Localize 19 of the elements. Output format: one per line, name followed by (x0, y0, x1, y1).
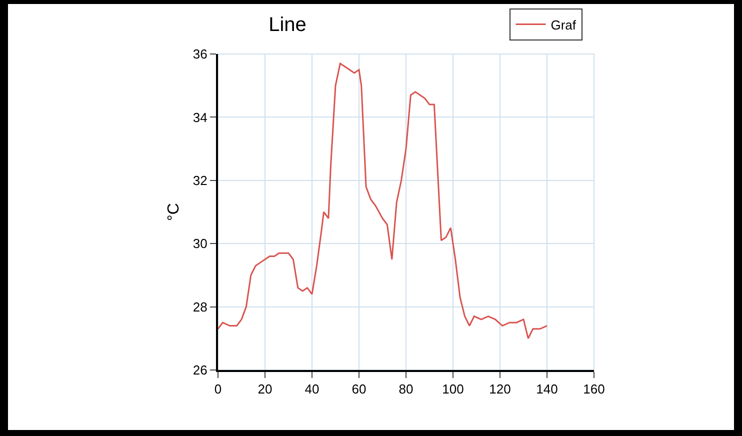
x-tick-label: 20 (258, 382, 272, 397)
y-tick-label: 28 (192, 299, 208, 314)
x-tick-label: 120 (489, 382, 511, 397)
y-tick-label: 34 (192, 110, 208, 125)
x-tick-label: 80 (398, 382, 414, 397)
y-tick-label: 30 (192, 236, 208, 252)
x-tick-label: 0 (214, 382, 222, 397)
x-tick-label: 140 (536, 382, 558, 397)
x-tick-label: 160 (583, 382, 605, 397)
y-tick-label: 32 (192, 172, 208, 188)
chart-title: Line (268, 14, 306, 36)
x-tick-label: 100 (442, 382, 464, 397)
line-series (218, 62, 548, 340)
legend-label: Graf (550, 17, 576, 32)
y-tick-label: 26 (192, 362, 208, 378)
x-tick-label: 40 (304, 382, 320, 397)
y-axis-title: °C (165, 203, 182, 221)
x-tick-label: 60 (352, 382, 366, 397)
y-tick-label: 36 (192, 46, 208, 62)
